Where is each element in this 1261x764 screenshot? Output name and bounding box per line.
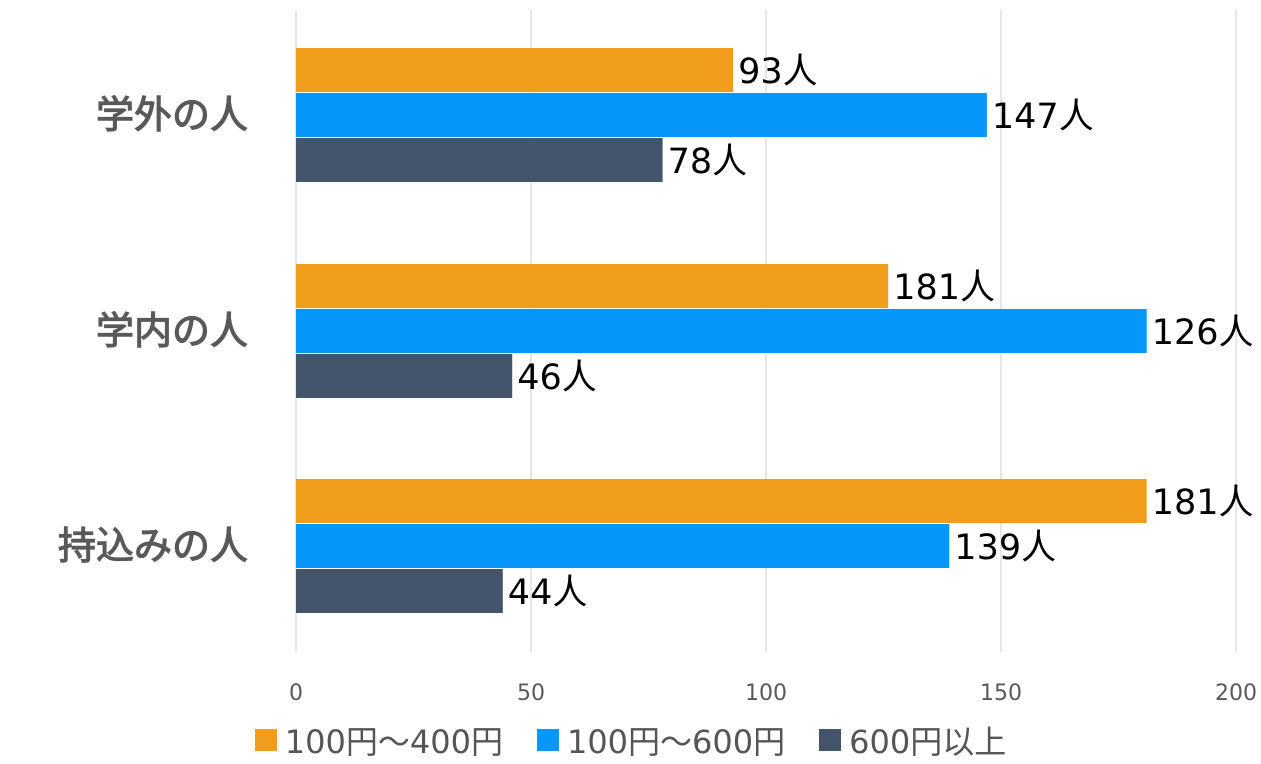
legend-item-series-1: 100円～400円 bbox=[254, 717, 503, 763]
x-axis-tick-labels: 0 50 100 150 200 bbox=[289, 681, 1257, 706]
data-label: 181人 bbox=[1152, 483, 1254, 523]
x-tick-label: 0 bbox=[289, 681, 303, 706]
bar bbox=[296, 48, 734, 92]
data-label: 126人 bbox=[1152, 313, 1254, 353]
legend-label-series-2: 100円～600円 bbox=[566, 723, 786, 761]
data-label: 139人 bbox=[954, 528, 1056, 568]
bar bbox=[296, 524, 950, 568]
bar bbox=[296, 93, 987, 137]
data-label: 78人 bbox=[668, 142, 748, 182]
category-label: 学内の人 bbox=[96, 309, 248, 353]
data-label: 147人 bbox=[992, 97, 1094, 137]
data-label: 44人 bbox=[508, 573, 588, 613]
legend-swatch-series-3 bbox=[819, 729, 842, 751]
data-label: 46人 bbox=[517, 358, 597, 398]
bar bbox=[296, 309, 1147, 353]
category-label: 学外の人 bbox=[96, 93, 248, 137]
legend-swatch-series-2 bbox=[536, 729, 559, 751]
x-tick-label: 100 bbox=[745, 681, 787, 706]
x-tick-label: 150 bbox=[980, 681, 1022, 706]
data-labels: 93人 147人 78人 181人 126人 46人 181人 139人 44人 bbox=[508, 52, 1254, 613]
legend-swatch-series-1 bbox=[254, 729, 277, 751]
legend-label-series-3: 600円以上 bbox=[849, 723, 1007, 761]
data-label: 181人 bbox=[893, 268, 995, 308]
x-tick-label: 200 bbox=[1215, 681, 1257, 706]
bar bbox=[296, 138, 663, 182]
legend: 100円～400円 100円～600円 600円以上 bbox=[0, 716, 1261, 764]
legend-item-series-2: 100円～600円 bbox=[536, 717, 786, 763]
x-tick-label: 50 bbox=[517, 681, 545, 706]
legend-item-series-3: 600円以上 bbox=[819, 717, 1006, 763]
data-label: 93人 bbox=[738, 52, 818, 92]
bar bbox=[296, 264, 889, 308]
legend-label-series-1: 100円～400円 bbox=[284, 723, 503, 761]
bar bbox=[296, 569, 503, 613]
bar bbox=[296, 354, 513, 398]
bars bbox=[296, 48, 1147, 613]
bar bbox=[296, 479, 1147, 523]
category-label: 持込みの人 bbox=[58, 524, 248, 568]
